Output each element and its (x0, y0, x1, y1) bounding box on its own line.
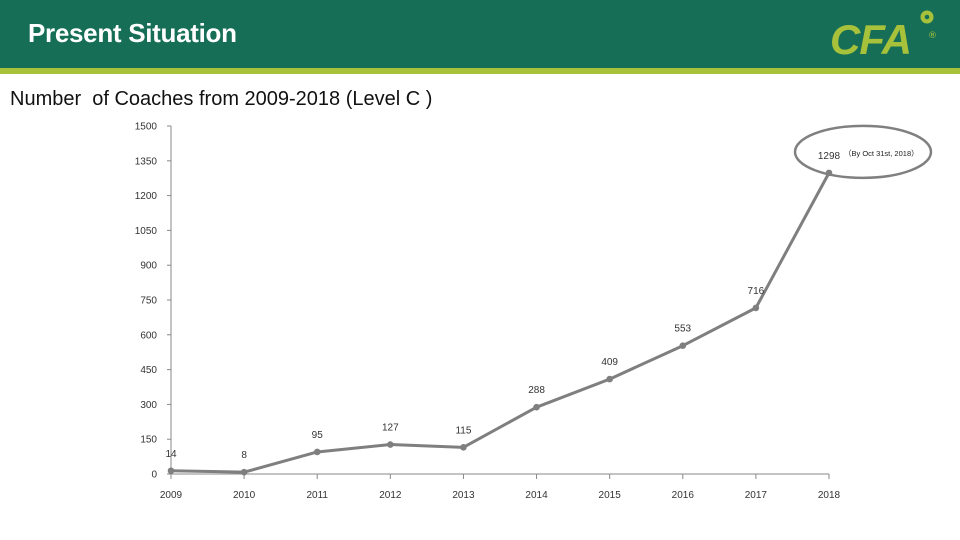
data-label: 409 (601, 357, 618, 368)
header-bar (0, 0, 960, 68)
y-tick-label: 1050 (135, 226, 158, 237)
x-tick-label: 2009 (160, 490, 183, 501)
x-tick-label: 2016 (672, 490, 695, 501)
highlight-ellipse (793, 124, 933, 180)
series-line (170, 172, 831, 474)
chart-axes (170, 126, 829, 475)
series-polyline (170, 172, 831, 474)
x-tick-label: 2012 (379, 490, 402, 501)
data-point (313, 448, 321, 456)
x-tick-label: 2013 (452, 490, 475, 501)
x-axis-ticks: 2009 2010 2011 2012 2013 2014 2015 2016 2017 2018 (160, 474, 841, 501)
x-tick-label: 2018 (818, 490, 841, 501)
x-tick-label: 2010 (233, 490, 256, 501)
annotation-note: （By Oct 31st, 2018） (844, 149, 919, 158)
y-tick-label: 1500 (135, 122, 158, 133)
registered-mark: ® (928, 31, 937, 41)
y-tick-label: 0 (151, 470, 157, 481)
chart-subtitle: Number of Coaches from 2009-2018 (Level … (10, 88, 433, 110)
annotation: （By Oct 31st, 2018） (793, 124, 933, 180)
y-tick-label: 150 (140, 435, 157, 446)
data-point (679, 342, 687, 350)
data-point (606, 375, 613, 383)
series-points (167, 169, 833, 476)
data-point (460, 444, 467, 451)
y-axis-ticks: 0 150 300 450 600 750 900 1050 1200 1350 1500 (135, 122, 171, 481)
y-tick-label: 1200 (135, 191, 158, 202)
data-label: 8 (241, 450, 247, 461)
data-labels: 14 8 95 127 115 288 409 553 716 1298 (165, 151, 840, 461)
data-point (752, 304, 760, 312)
data-point (387, 441, 394, 448)
y-tick-label: 600 (140, 330, 157, 341)
y-tick-label: 1350 (135, 156, 158, 167)
data-point (533, 403, 540, 411)
data-label: 127 (382, 423, 399, 434)
data-point (240, 468, 248, 476)
cfa-logo: CFA ® (830, 10, 937, 62)
data-label: 288 (528, 385, 545, 396)
y-tick-label: 450 (140, 365, 157, 376)
data-label: 553 (674, 324, 691, 335)
x-tick-label: 2015 (599, 490, 622, 501)
football-icon (920, 10, 934, 24)
x-tick-label: 2017 (745, 490, 768, 501)
page-title: Present Situation (28, 18, 237, 48)
data-point (167, 467, 175, 475)
header-stripe (0, 68, 960, 74)
data-label: 95 (312, 430, 324, 441)
x-tick-label: 2011 (306, 490, 328, 501)
data-label: 115 (455, 425, 471, 436)
data-label: 1298 (818, 151, 841, 162)
cfa-logo-text: CFA (830, 16, 911, 62)
data-label: 14 (165, 449, 177, 460)
data-label: 716 (748, 286, 765, 297)
y-tick-label: 750 (140, 296, 157, 307)
x-tick-label: 2014 (525, 490, 548, 501)
y-tick-label: 900 (140, 261, 157, 272)
y-tick-label: 300 (140, 400, 157, 411)
